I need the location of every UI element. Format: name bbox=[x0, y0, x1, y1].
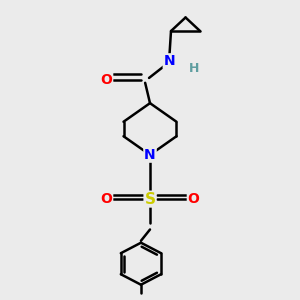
Text: H: H bbox=[188, 62, 199, 75]
Text: O: O bbox=[188, 192, 200, 206]
Text: O: O bbox=[100, 192, 112, 206]
Text: N: N bbox=[144, 148, 156, 162]
Text: N: N bbox=[164, 54, 175, 68]
Text: O: O bbox=[100, 73, 112, 87]
Text: S: S bbox=[145, 192, 155, 207]
